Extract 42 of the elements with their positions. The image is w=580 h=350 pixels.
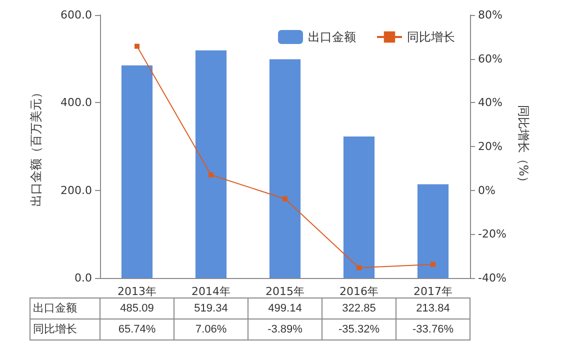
- data-label: -33.76%: [412, 324, 454, 336]
- y-tick-label: 200.0: [60, 184, 92, 197]
- text: 同比增长: [33, 324, 77, 336]
- bar: [269, 59, 301, 278]
- y2-tick-label: -40%: [478, 272, 506, 284]
- y-tick-label: 400.0: [60, 96, 92, 110]
- x-tick-label: 2016年: [340, 285, 378, 298]
- y2-tick-label: -20%: [478, 228, 506, 241]
- data-label: -35.32%: [338, 324, 380, 336]
- data-label: 499.14: [268, 302, 302, 314]
- bar: [417, 184, 449, 278]
- y2-tick-label: 60%: [478, 52, 502, 66]
- data-label: 519.34: [194, 302, 228, 314]
- x-tick-label: 2017年: [414, 285, 452, 298]
- point: [430, 262, 436, 267]
- y2-tick-label: 40%: [478, 96, 502, 110]
- legend-label: 同比增长: [407, 30, 455, 44]
- x-tick-label: 2014年: [192, 285, 230, 298]
- data-label: -3.89%: [268, 324, 303, 336]
- data-label: 7.06%: [195, 324, 227, 336]
- y-tick-label: 600.0: [60, 8, 92, 22]
- bar: [121, 65, 153, 278]
- data-label: 213.84: [416, 302, 450, 314]
- point: [208, 172, 214, 178]
- bar: [343, 136, 375, 278]
- y-tick-label: 0.0: [74, 272, 92, 284]
- point: [282, 196, 288, 202]
- data-label: 485.09: [120, 302, 154, 314]
- x-tick-label: 2015年: [266, 285, 304, 298]
- y2-axis-title: 同比增长（%）: [516, 104, 530, 188]
- data-label: 65.74%: [118, 324, 156, 336]
- data-label: 322.85: [342, 302, 376, 314]
- x-tick-label: 2013年: [118, 285, 156, 298]
- bar: [195, 50, 227, 278]
- legend-label: 出口金额: [308, 30, 356, 44]
- y2-tick-label: 0%: [478, 184, 496, 197]
- text: 出口金额: [33, 302, 77, 314]
- y2-tick-label: 20%: [478, 140, 502, 153]
- y-axis-title: 出口金额（百万美元）: [29, 86, 43, 206]
- y2-tick-label: 80%: [478, 8, 502, 22]
- point: [356, 265, 362, 270]
- point: [134, 44, 140, 49]
